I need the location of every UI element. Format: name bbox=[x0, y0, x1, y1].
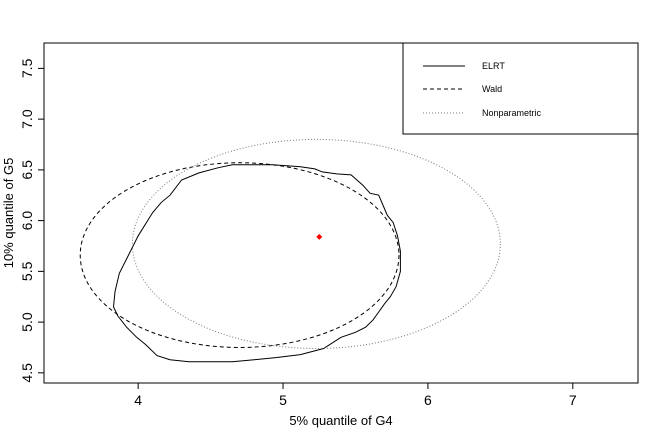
series-nonparametric-ellipse bbox=[131, 138, 501, 349]
y-tick-label: 6.5 bbox=[19, 160, 35, 180]
legend-label-nonparametric: Nonparametric bbox=[482, 108, 542, 118]
y-tick-label: 7.5 bbox=[19, 58, 35, 78]
legend-label-elrt: ELRT bbox=[482, 61, 505, 71]
series-layer bbox=[79, 138, 501, 363]
point-estimate-marker bbox=[316, 233, 323, 240]
y-tick-label: 6.0 bbox=[19, 211, 35, 231]
x-tick-label: 7 bbox=[569, 392, 577, 408]
x-axis: 4 5 6 7 bbox=[134, 383, 577, 408]
y-tick-label: 4.5 bbox=[19, 363, 35, 383]
y-axis: 4.5 5.0 5.5 6.0 6.5 7.0 7.5 bbox=[19, 58, 44, 383]
y-tick-label: 5.5 bbox=[19, 261, 35, 281]
y-axis-title: 10% quantile of G5 bbox=[1, 158, 16, 269]
x-axis-title: 5% quantile of G4 bbox=[289, 413, 392, 428]
y-tick-label: 7.0 bbox=[19, 109, 35, 129]
series-elrt-contour bbox=[112, 164, 401, 363]
series-wald-ellipse bbox=[79, 162, 400, 348]
legend-label-wald: Wald bbox=[482, 84, 502, 94]
legend-box bbox=[402, 42, 639, 135]
x-tick-label: 5 bbox=[279, 392, 287, 408]
x-tick-label: 4 bbox=[134, 392, 142, 408]
x-tick-label: 6 bbox=[424, 392, 432, 408]
legend: ELRT Wald Nonparametric bbox=[402, 42, 639, 135]
plot-frame bbox=[43, 42, 639, 384]
y-tick-label: 5.0 bbox=[19, 312, 35, 332]
